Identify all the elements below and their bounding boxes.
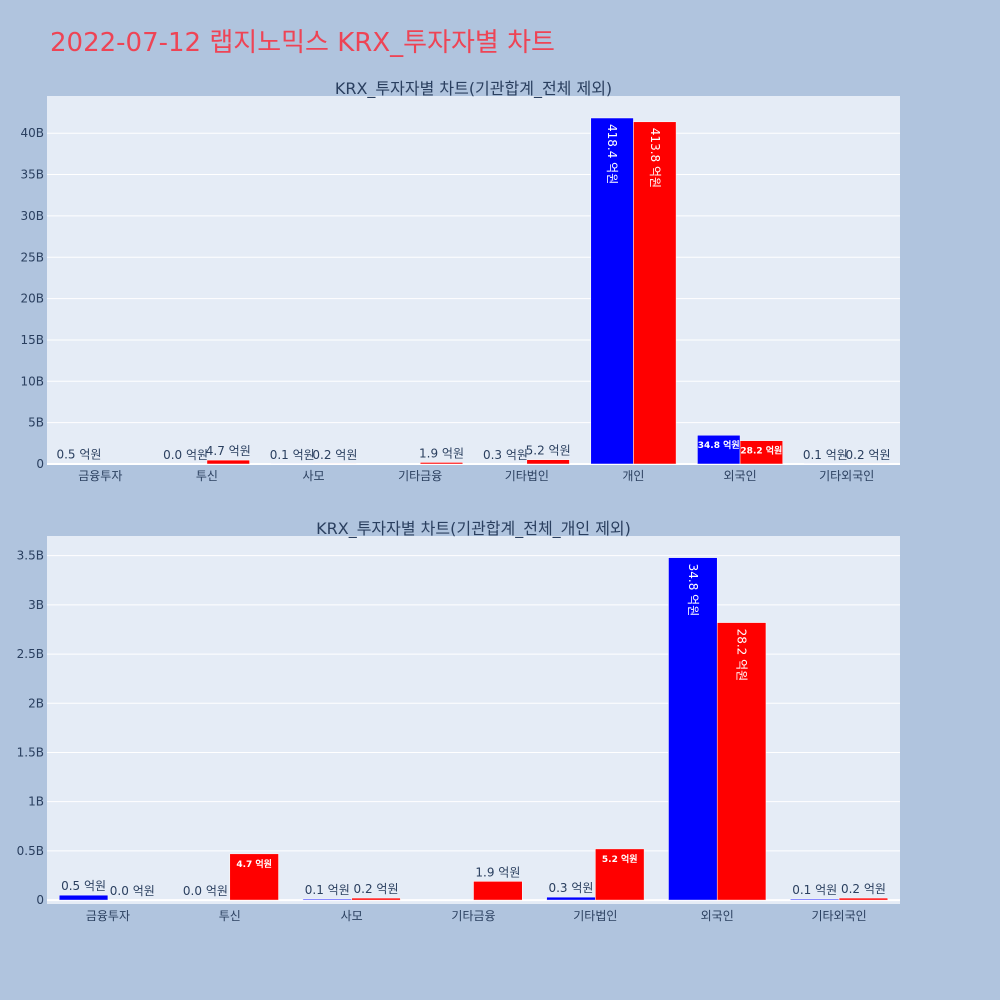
data-label: 418.4 억원 xyxy=(605,124,619,184)
chart-1: KRX_투자자별 차트(기관합계_전체 제외) 0 5B 10B 15B 20B 25B 30… xyxy=(20,79,900,483)
y-tick-label: 0.5B xyxy=(17,844,44,858)
data-label: 0.2 억원 xyxy=(846,448,891,462)
data-label: 0.2 억원 xyxy=(354,882,399,896)
data-label: 34.8 억원 xyxy=(686,564,700,617)
y-tick-label: 5B xyxy=(28,416,44,430)
x-tick-label: 기타외국인 xyxy=(819,469,874,483)
data-label: 0.1 억원 xyxy=(270,448,315,462)
x-tick-label: 개인 xyxy=(622,469,644,483)
y-tick-label: 0 xyxy=(36,457,44,471)
data-label: 0.3 억원 xyxy=(548,881,593,895)
chart-2: KRX_투자자별 차트(기관합계_전체_개인 제외) 0 0.5B 1B 1.5B 2B 2… xyxy=(17,519,900,923)
y-tick-label: 0 xyxy=(36,893,44,907)
bar-series-1 xyxy=(58,894,109,901)
plot-background xyxy=(47,96,900,464)
y-tick-label: 30B xyxy=(20,209,44,223)
bar-series-1 xyxy=(302,898,352,901)
bar-series-2 xyxy=(473,881,523,901)
chart-title: KRX_투자자별 차트(기관합계_전체 제외) xyxy=(335,79,612,99)
bar-series-2 xyxy=(595,848,645,901)
data-label: 0.5 억원 xyxy=(56,448,101,462)
bar-series-2 xyxy=(351,897,401,901)
data-label: 1.9 억원 xyxy=(475,865,520,879)
bar-series-1 xyxy=(546,896,596,901)
data-label: 28.2 억원 xyxy=(740,445,782,457)
y-tick-label: 3B xyxy=(28,598,44,612)
y-tick-label: 3.5B xyxy=(17,549,44,563)
data-label: 0.0 억원 xyxy=(110,884,155,898)
data-label: 5.2 억원 xyxy=(602,853,638,865)
x-tick-label: 금융투자 xyxy=(86,909,130,923)
x-tick-label: 사모 xyxy=(303,469,325,483)
data-label: 34.8 억원 xyxy=(698,439,740,451)
x-tick-label: 기타금융 xyxy=(398,469,442,483)
data-label: 0.2 억원 xyxy=(312,448,357,462)
x-tick-label: 기타외국인 xyxy=(811,909,866,923)
bar-series-2 xyxy=(716,622,767,901)
y-tick-label: 2B xyxy=(28,696,44,710)
y-tick-label: 20B xyxy=(20,292,44,306)
bar-series-2 xyxy=(633,121,677,465)
y-tick-label: 1.5B xyxy=(17,745,44,759)
bar-series-2 xyxy=(206,459,250,465)
bar-series-2 xyxy=(526,459,570,465)
bar-series-2 xyxy=(838,897,889,901)
x-tick-label: 외국인 xyxy=(724,469,757,483)
data-label: 0.1 억원 xyxy=(803,448,848,462)
y-tick-label: 40B xyxy=(20,126,44,140)
bar-series-1 xyxy=(790,898,840,901)
y-tick-label: 10B xyxy=(20,374,44,388)
x-tick-label: 기타법인 xyxy=(505,469,549,483)
x-tick-label: 외국인 xyxy=(701,909,734,923)
data-label: 0.0 억원 xyxy=(183,884,228,898)
y-tick-label: 2.5B xyxy=(17,647,44,661)
page-title: 2022-07-12 랩지노믹스 KRX_투자자별 차트 xyxy=(50,28,555,58)
bar-series-1 xyxy=(697,434,741,465)
y-tick-label: 1B xyxy=(28,795,44,809)
data-label: 413.8 억원 xyxy=(648,128,662,188)
bar-series-2 xyxy=(739,440,783,465)
data-label: 0.0 억원 xyxy=(163,448,208,462)
x-tick-label: 기타법인 xyxy=(573,909,617,923)
data-label: 5.2 억원 xyxy=(526,444,571,458)
plot-background xyxy=(47,536,900,904)
y-tick-label: 25B xyxy=(20,250,44,264)
data-label: 1.9 억원 xyxy=(419,446,464,460)
x-tick-label: 기타금융 xyxy=(451,909,495,923)
data-label: 0.5 억원 xyxy=(61,879,106,893)
data-label: 4.7 억원 xyxy=(236,858,272,870)
x-tick-label: 투신 xyxy=(219,909,241,923)
data-label: 4.7 억원 xyxy=(206,444,251,458)
x-tick-label: 사모 xyxy=(341,909,363,923)
data-label: 0.3 억원 xyxy=(483,448,528,462)
bar-series-1 xyxy=(590,117,634,465)
x-tick-label: 금융투자 xyxy=(78,469,122,483)
y-tick-label: 15B xyxy=(20,333,44,347)
bar-series-1 xyxy=(668,557,718,901)
bar-series-2 xyxy=(229,853,279,901)
x-tick-label: 투신 xyxy=(196,469,218,483)
data-label: 28.2 억원 xyxy=(735,629,749,682)
data-label: 0.1 억원 xyxy=(305,883,350,897)
bar-series-2 xyxy=(419,462,464,465)
data-label: 0.2 억원 xyxy=(841,882,886,896)
chart-title: KRX_투자자별 차트(기관합계_전체_개인 제외) xyxy=(316,519,631,539)
y-tick-label: 35B xyxy=(20,168,44,182)
data-label: 0.1 억원 xyxy=(792,883,837,897)
